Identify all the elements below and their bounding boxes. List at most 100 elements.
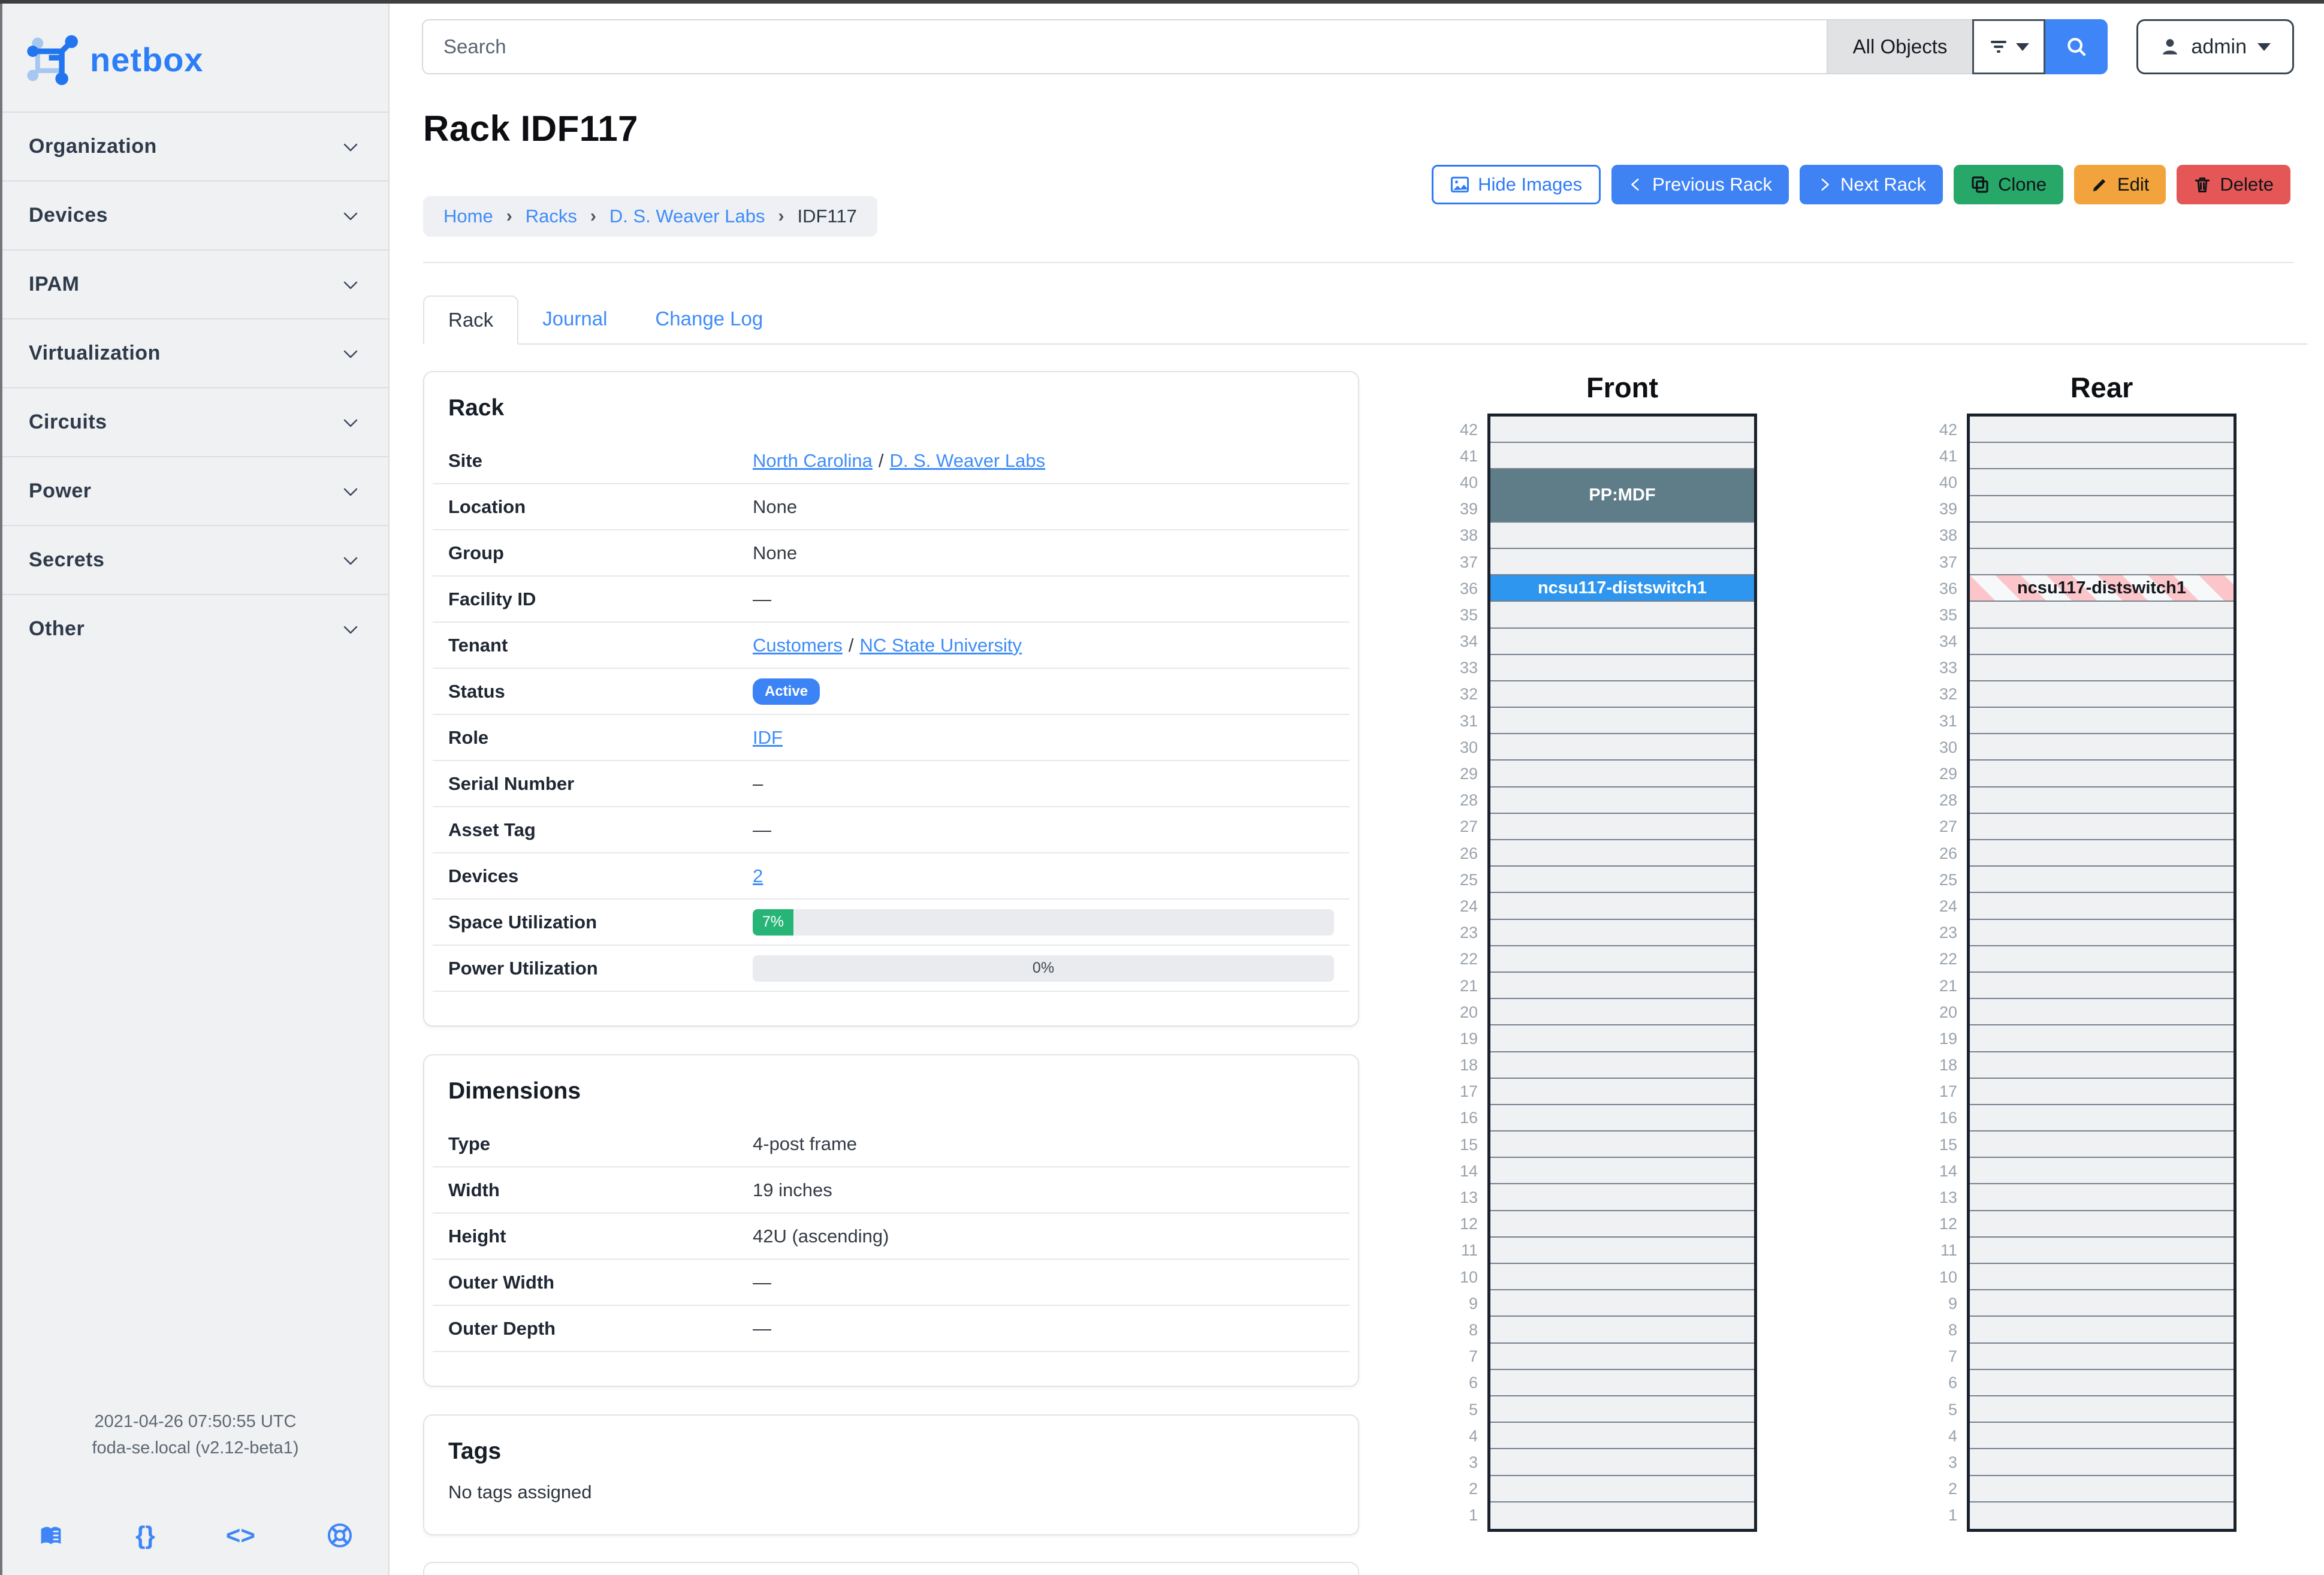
rack-unit-empty[interactable] xyxy=(1970,840,2234,867)
tab-journal[interactable]: Journal xyxy=(542,307,608,330)
rack-unit-empty[interactable] xyxy=(1490,761,1754,787)
hide-images-button[interactable]: Hide Images xyxy=(1432,165,1601,204)
rack-unit-empty[interactable] xyxy=(1970,1502,2234,1529)
breadcrumb-item[interactable]: Racks xyxy=(525,206,577,227)
rack-unit-empty[interactable] xyxy=(1970,496,2234,523)
detail-link[interactable]: IDF xyxy=(753,726,783,748)
rack-unit-empty[interactable] xyxy=(1490,548,1754,576)
rack-unit-empty[interactable] xyxy=(1490,654,1754,681)
search-input[interactable] xyxy=(423,20,1827,73)
rack-unit-empty[interactable] xyxy=(1490,1237,1754,1265)
search-scope-button[interactable]: All Objects xyxy=(1826,20,1973,73)
rack-unit-empty[interactable] xyxy=(1970,734,2234,761)
rack-unit-empty[interactable] xyxy=(1490,522,1754,549)
sidebar-item-virtualization[interactable]: Virtualization xyxy=(2,318,388,387)
rack-unit-empty[interactable] xyxy=(1490,1025,1754,1052)
rack-unit-empty[interactable] xyxy=(1970,1211,2234,1238)
clone-button[interactable]: Clone xyxy=(1953,165,2063,204)
help-lifebuoy-icon[interactable] xyxy=(326,1520,354,1551)
detail-link[interactable]: 2 xyxy=(753,865,763,886)
rack-unit-empty[interactable] xyxy=(1970,417,2234,443)
user-menu-button[interactable]: admin xyxy=(2136,19,2294,74)
tab-change-log[interactable]: Change Log xyxy=(655,307,763,330)
netbox-logo[interactable]: netbox xyxy=(2,4,388,111)
delete-button[interactable]: Delete xyxy=(2177,165,2290,204)
breadcrumb-item[interactable]: D. S. Weaver Labs xyxy=(609,206,765,227)
detail-link[interactable]: North Carolina xyxy=(753,449,873,471)
rack-unit-empty[interactable] xyxy=(1490,1476,1754,1502)
rack-device[interactable]: ncsu117-distswitch1 xyxy=(1490,575,1754,602)
edit-button[interactable]: Edit xyxy=(2074,165,2166,204)
previous-rack-button[interactable]: Previous Rack xyxy=(1611,165,1789,204)
rack-unit-empty[interactable] xyxy=(1490,1396,1754,1423)
search-filter-dropdown[interactable] xyxy=(1972,19,2046,74)
rack-unit-empty[interactable] xyxy=(1970,1290,2234,1317)
rack-unit-empty[interactable] xyxy=(1970,602,2234,629)
detail-link[interactable]: D. S. Weaver Labs xyxy=(889,449,1046,471)
sidebar-item-ipam[interactable]: IPAM xyxy=(2,249,388,318)
rack-unit-empty[interactable] xyxy=(1490,734,1754,761)
rack-unit-empty[interactable] xyxy=(1970,1423,2234,1450)
rack-unit-empty[interactable] xyxy=(1970,919,2234,946)
tab-rack[interactable]: Rack xyxy=(423,295,519,345)
rack-unit-empty[interactable] xyxy=(1970,867,2234,894)
detail-link[interactable]: Customers xyxy=(753,634,843,656)
rack-unit-empty[interactable] xyxy=(1970,893,2234,920)
rack-unit-empty[interactable] xyxy=(1490,417,1754,443)
source-code-icon[interactable]: <> xyxy=(225,1521,255,1549)
rack-unit-empty[interactable] xyxy=(1970,443,2234,470)
rack-unit-empty[interactable] xyxy=(1970,654,2234,681)
rack-unit-empty[interactable] xyxy=(1490,946,1754,973)
sidebar-item-organization[interactable]: Organization xyxy=(2,111,388,180)
sidebar-item-other[interactable]: Other xyxy=(2,594,388,663)
sidebar-item-circuits[interactable]: Circuits xyxy=(2,387,388,456)
rack-unit-empty[interactable] xyxy=(1970,1184,2234,1211)
rack-unit-empty[interactable] xyxy=(1970,787,2234,814)
rack-unit-empty[interactable] xyxy=(1490,681,1754,708)
rack-unit-empty[interactable] xyxy=(1490,893,1754,920)
rack-unit-empty[interactable] xyxy=(1970,972,2234,1000)
rack-device[interactable]: ncsu117-distswitch1 xyxy=(1970,575,2234,602)
rack-unit-empty[interactable] xyxy=(1970,946,2234,973)
rack-unit-empty[interactable] xyxy=(1970,761,2234,787)
rack-unit-empty[interactable] xyxy=(1490,1369,1754,1396)
rack-unit-empty[interactable] xyxy=(1490,1264,1754,1291)
rack-unit-empty[interactable] xyxy=(1970,548,2234,576)
rack-unit-empty[interactable] xyxy=(1970,1132,2234,1158)
rack-unit-empty[interactable] xyxy=(1970,999,2234,1026)
rack-unit-empty[interactable] xyxy=(1970,1476,2234,1502)
rack-unit-empty[interactable] xyxy=(1490,1317,1754,1344)
rack-unit-empty[interactable] xyxy=(1490,919,1754,946)
rack-unit-empty[interactable] xyxy=(1970,1025,2234,1052)
rack-unit-empty[interactable] xyxy=(1970,708,2234,735)
rack-unit-empty[interactable] xyxy=(1970,1449,2234,1476)
rack-unit-empty[interactable] xyxy=(1490,999,1754,1026)
rack-unit-empty[interactable] xyxy=(1970,1317,2234,1344)
rack-unit-empty[interactable] xyxy=(1490,787,1754,814)
rack-unit-empty[interactable] xyxy=(1490,1184,1754,1211)
rack-device[interactable]: PP:MDF xyxy=(1490,469,1754,523)
breadcrumb-item[interactable]: Home xyxy=(443,206,493,227)
rack-unit-empty[interactable] xyxy=(1490,813,1754,841)
next-rack-button[interactable]: Next Rack xyxy=(1799,165,1943,204)
rack-unit-empty[interactable] xyxy=(1490,1423,1754,1450)
rack-unit-empty[interactable] xyxy=(1490,1343,1754,1370)
search-submit-button[interactable] xyxy=(2045,19,2108,74)
rack-unit-empty[interactable] xyxy=(1490,443,1754,470)
rack-unit-empty[interactable] xyxy=(1970,681,2234,708)
rack-unit-empty[interactable] xyxy=(1970,469,2234,496)
rack-unit-empty[interactable] xyxy=(1970,628,2234,655)
rack-unit-empty[interactable] xyxy=(1970,1158,2234,1185)
rack-unit-empty[interactable] xyxy=(1970,1264,2234,1291)
rack-unit-empty[interactable] xyxy=(1970,813,2234,840)
rack-unit-empty[interactable] xyxy=(1970,1396,2234,1423)
sidebar-item-secrets[interactable]: Secrets xyxy=(2,525,388,594)
sidebar-item-power[interactable]: Power xyxy=(2,456,388,525)
sidebar-item-devices[interactable]: Devices xyxy=(2,180,388,249)
rack-unit-empty[interactable] xyxy=(1490,708,1754,735)
rack-unit-empty[interactable] xyxy=(1970,1052,2234,1079)
rack-unit-empty[interactable] xyxy=(1970,1237,2234,1264)
docs-book-icon[interactable] xyxy=(37,1520,65,1551)
rack-unit-empty[interactable] xyxy=(1490,1052,1754,1079)
rack-unit-empty[interactable] xyxy=(1970,1078,2234,1105)
